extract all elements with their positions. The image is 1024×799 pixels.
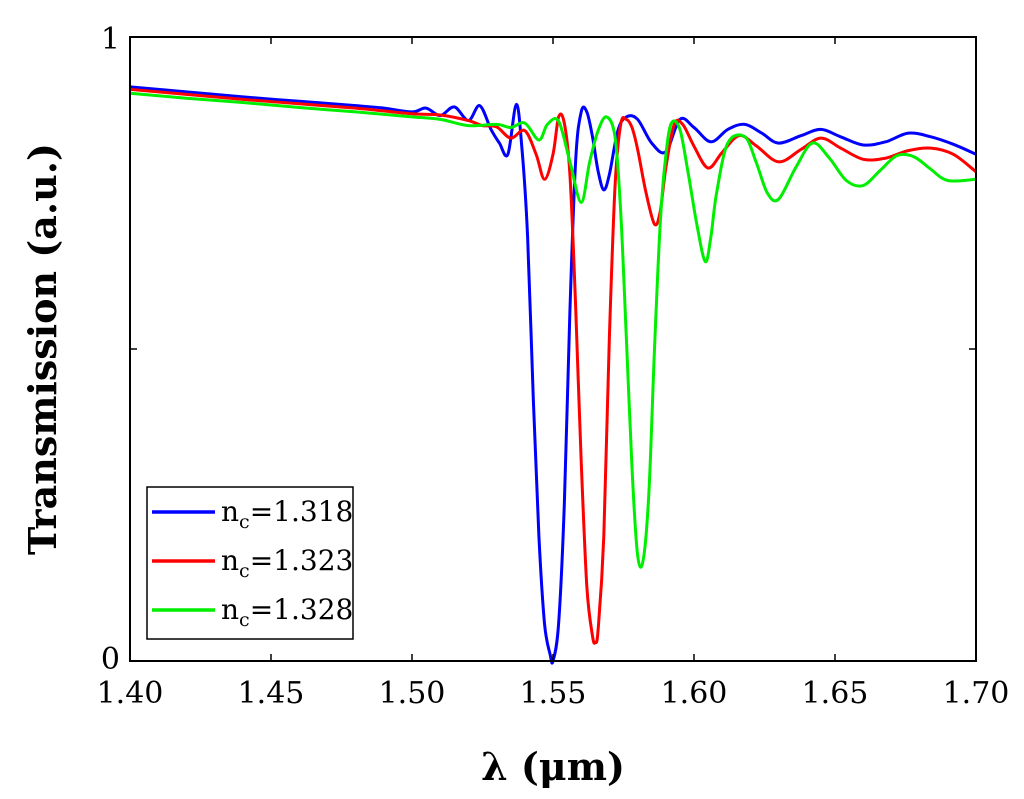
legend-n-0: n: [221, 495, 239, 528]
series-line-1: [129, 87, 977, 645]
legend-value-1: =1.323: [250, 544, 354, 577]
legend-n-1: n: [221, 544, 239, 577]
legend-label-1: nc=1.323: [221, 544, 353, 582]
legend-sub-1: c: [239, 560, 250, 582]
x-tick-label-0: 1.40: [97, 676, 164, 711]
y-tick-label-0: 0: [101, 642, 120, 677]
x-tick-label-3: 1.55: [520, 676, 587, 711]
legend-sub-0: c: [239, 511, 250, 533]
series-line-2: [129, 91, 977, 569]
x-tick-label-1: 1.45: [238, 676, 305, 711]
x-tick-label-2: 1.50: [379, 676, 446, 711]
series-layer: [129, 85, 977, 665]
legend-value-2: =1.328: [250, 593, 354, 626]
x-axis-title: λ (μm): [481, 744, 625, 789]
legend-sub-2: c: [239, 609, 250, 631]
legend-label-0: nc=1.318: [221, 495, 353, 533]
legend-label-2: nc=1.328: [221, 593, 353, 631]
legend-n-2: n: [221, 593, 239, 626]
x-tick-label-6: 1.70: [943, 676, 1010, 711]
tick-layer: 1.40 1.45 1.50 1.55 1.60 1.65 1.70 0 1: [97, 22, 1010, 711]
x-tick-label-5: 1.65: [802, 676, 869, 711]
legend-value-0: =1.318: [250, 495, 354, 528]
y-tick-label-1: 1: [101, 22, 120, 57]
y-axis-title: Transmission (a.u.): [20, 143, 65, 555]
x-tick-label-4: 1.60: [661, 676, 728, 711]
legend: nc=1.318 nc=1.323 nc=1.328: [146, 486, 354, 640]
